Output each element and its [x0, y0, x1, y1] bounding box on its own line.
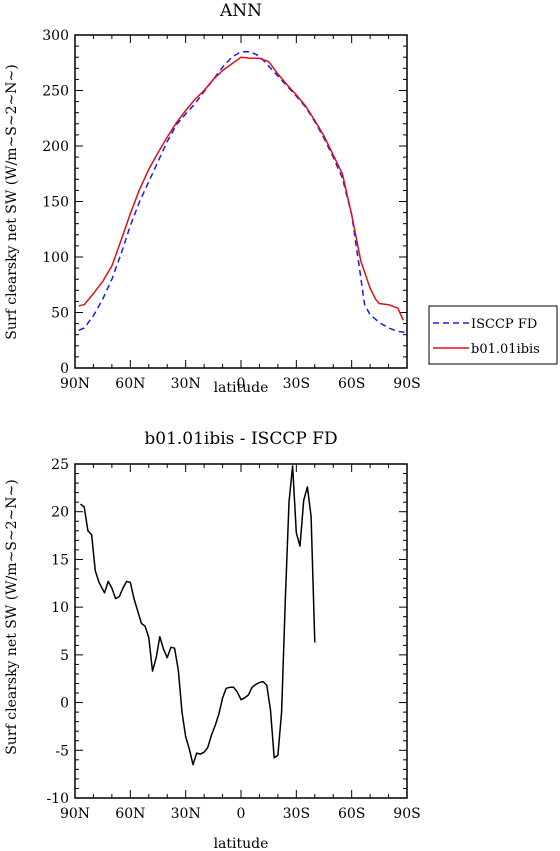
x-tick-label: 30S: [283, 376, 310, 392]
y-tick-label: 10: [51, 600, 69, 616]
y-tick-label: 200: [42, 139, 69, 155]
x-tick-label: 90N: [60, 806, 90, 822]
y-tick-label: 5: [60, 648, 69, 664]
chart-bottom-title: b01.01ibis - ISCCP FD: [144, 429, 337, 449]
x-tick-label: 30S: [283, 806, 310, 822]
y-tick-label: 20: [51, 505, 69, 521]
chart-top-ylabel: Surf clearsky net SW (W/m~S~2~N~): [4, 64, 20, 339]
legend: ISCCP FD b01.01ibis: [428, 305, 558, 365]
x-tick-label: 60S: [338, 376, 365, 392]
series-line-difference: [80, 465, 316, 766]
chart-top-title: ANN: [219, 1, 262, 21]
y-tick-label: -10: [46, 791, 69, 807]
y-tick-label: 0: [60, 361, 69, 377]
y-tick-label: 25: [51, 457, 69, 473]
y-tick-label: -5: [55, 743, 69, 759]
chart-bottom: b01.01ibis - ISCCP FD latitude Surf clea…: [4, 429, 421, 851]
x-tick-label: 30N: [171, 806, 201, 822]
legend-box: [428, 305, 558, 365]
x-tick-label: 90S: [393, 376, 420, 392]
legend-label: ISCCP FD: [471, 317, 537, 332]
x-tick-label: 60S: [338, 806, 365, 822]
y-tick-label: 50: [51, 306, 69, 322]
series-line-isccp-fd: [78, 50, 408, 334]
x-tick-label: 90N: [60, 376, 90, 392]
x-tick-label: 0: [237, 806, 246, 822]
y-tick-label: 250: [42, 84, 69, 100]
legend-label: b01.01ibis: [471, 342, 540, 357]
x-tick-label: 60N: [115, 376, 145, 392]
y-tick-label: 300: [42, 28, 69, 44]
series-line-b01-01ibis: [78, 56, 404, 321]
x-tick-label: 90S: [393, 806, 420, 822]
x-tick-label: 60N: [115, 806, 145, 822]
y-tick-label: 15: [51, 552, 69, 568]
chart-bottom-ylabel: Surf clearsky net SW (W/m~S~2~N~): [4, 479, 20, 754]
chart-bottom-xlabel: latitude: [214, 836, 269, 851]
chart-top: ANN latitude Surf clearsky net SW (W/m~S…: [4, 1, 558, 396]
chart-top-frame: [74, 34, 408, 369]
x-tick-label: 0: [237, 376, 246, 392]
x-tick-label: 30N: [171, 376, 201, 392]
y-tick-label: 0: [60, 696, 69, 712]
y-tick-label: 100: [42, 250, 69, 266]
y-tick-label: 150: [42, 195, 69, 211]
chart-bottom-frame: [74, 463, 408, 799]
chart-top-xlabel: latitude: [214, 380, 269, 396]
